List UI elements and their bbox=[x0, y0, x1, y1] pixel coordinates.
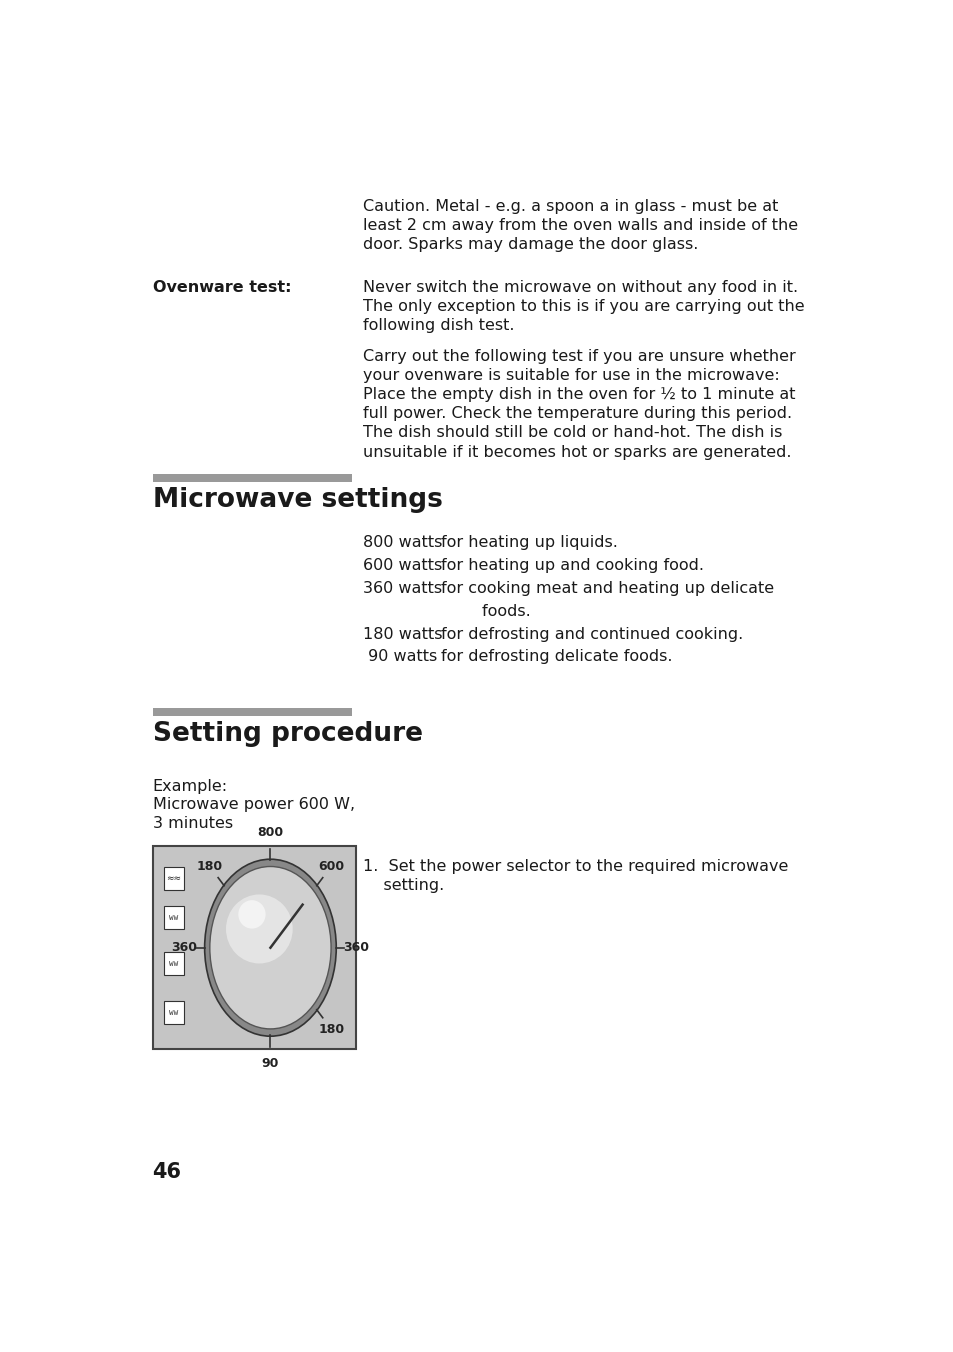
Ellipse shape bbox=[238, 900, 265, 929]
Text: 90 watts: 90 watts bbox=[363, 649, 437, 664]
FancyBboxPatch shape bbox=[164, 906, 183, 929]
Ellipse shape bbox=[226, 895, 293, 964]
Text: 360: 360 bbox=[172, 941, 197, 955]
Text: 180: 180 bbox=[196, 860, 222, 872]
Text: ww: ww bbox=[169, 913, 178, 922]
Text: for defrosting and continued cooking.: for defrosting and continued cooking. bbox=[440, 626, 742, 642]
Text: Microwave settings: Microwave settings bbox=[152, 487, 442, 512]
Text: foods.: foods. bbox=[440, 603, 530, 619]
FancyBboxPatch shape bbox=[164, 953, 183, 975]
Text: 360: 360 bbox=[343, 941, 369, 955]
Bar bbox=[152, 707, 352, 717]
Text: 180 watts: 180 watts bbox=[363, 626, 442, 642]
Text: Setting procedure: Setting procedure bbox=[152, 721, 422, 748]
FancyBboxPatch shape bbox=[164, 1002, 183, 1023]
Text: 1.  Set the power selector to the required microwave
    setting.: 1. Set the power selector to the require… bbox=[363, 859, 788, 892]
Bar bbox=[152, 473, 352, 481]
Ellipse shape bbox=[205, 860, 335, 1036]
Text: 180: 180 bbox=[318, 1022, 344, 1036]
Text: 360 watts: 360 watts bbox=[363, 581, 442, 596]
FancyBboxPatch shape bbox=[164, 867, 183, 890]
Text: Never switch the microwave on without any food in it.
The only exception to this: Never switch the microwave on without an… bbox=[363, 280, 804, 334]
Text: for defrosting delicate foods.: for defrosting delicate foods. bbox=[440, 649, 672, 664]
Text: 46: 46 bbox=[152, 1163, 181, 1183]
Text: Ovenware test:: Ovenware test: bbox=[152, 280, 291, 295]
Text: 90: 90 bbox=[261, 1056, 279, 1069]
Text: Example:
Microwave power 600 W,
3 minutes: Example: Microwave power 600 W, 3 minute… bbox=[152, 779, 355, 830]
Text: for heating up and cooking food.: for heating up and cooking food. bbox=[440, 558, 703, 573]
Text: 600 watts: 600 watts bbox=[363, 558, 442, 573]
Text: 600: 600 bbox=[318, 860, 344, 872]
Text: for heating up liquids.: for heating up liquids. bbox=[440, 535, 618, 550]
Text: 800 watts: 800 watts bbox=[363, 535, 442, 550]
Text: ≈≈: ≈≈ bbox=[166, 875, 181, 883]
Text: Carry out the following test if you are unsure whether
your ovenware is suitable: Carry out the following test if you are … bbox=[363, 349, 795, 460]
FancyBboxPatch shape bbox=[152, 846, 355, 1049]
Ellipse shape bbox=[210, 867, 331, 1029]
Text: for cooking meat and heating up delicate: for cooking meat and heating up delicate bbox=[440, 581, 773, 596]
Text: ww: ww bbox=[169, 960, 178, 968]
Text: Caution. Metal - e.g. a spoon a in glass - must be at
least 2 cm away from the o: Caution. Metal - e.g. a spoon a in glass… bbox=[363, 199, 798, 251]
Text: ww: ww bbox=[169, 1009, 178, 1017]
Text: 800: 800 bbox=[257, 826, 283, 838]
